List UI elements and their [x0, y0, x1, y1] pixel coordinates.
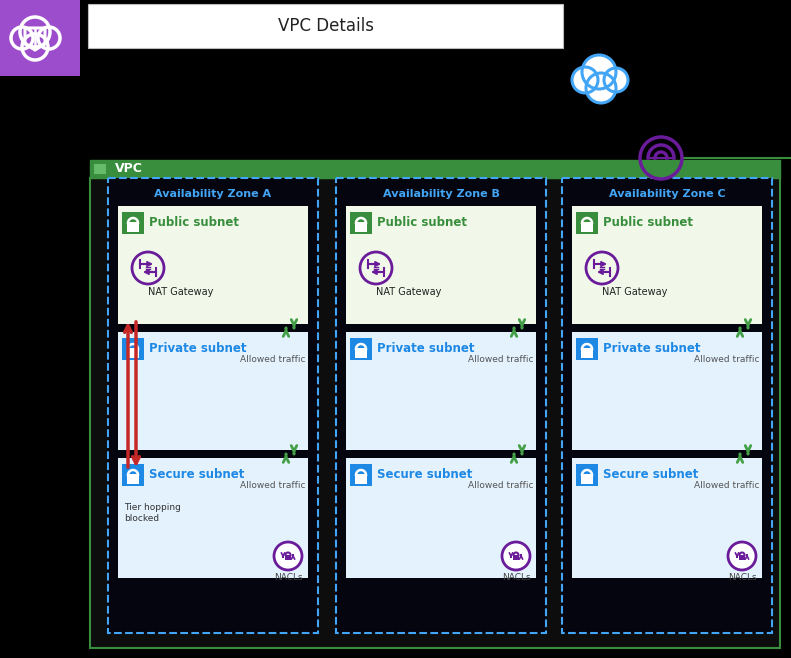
Text: Allowed traffic: Allowed traffic	[694, 355, 759, 365]
Bar	[576, 464, 598, 486]
Text: Private subnet: Private subnet	[149, 343, 247, 355]
Circle shape	[585, 350, 589, 354]
Bar	[122, 212, 144, 234]
Bar	[346, 332, 536, 450]
Bar	[0, 0, 80, 76]
Text: Allowed traffic: Allowed traffic	[240, 355, 305, 365]
Bar	[350, 338, 372, 360]
Text: NACLs: NACLs	[728, 572, 756, 582]
Bar	[513, 555, 519, 560]
Circle shape	[24, 36, 47, 59]
Text: Availability Zone C: Availability Zone C	[609, 189, 725, 199]
Text: Allowed traffic: Allowed traffic	[694, 482, 759, 490]
Text: NAT Gateway: NAT Gateway	[602, 287, 668, 297]
Bar	[576, 212, 598, 234]
Circle shape	[586, 73, 616, 103]
Text: Tier hopping
blocked: Tier hopping blocked	[124, 503, 181, 522]
Circle shape	[131, 350, 135, 354]
Circle shape	[40, 28, 59, 47]
Circle shape	[604, 68, 628, 92]
Bar	[350, 212, 372, 234]
Bar	[118, 458, 308, 578]
Text: Secure subnet: Secure subnet	[149, 468, 244, 482]
Text: NAT Gateway: NAT Gateway	[148, 287, 214, 297]
Circle shape	[131, 476, 135, 480]
Bar	[576, 338, 598, 360]
Bar	[355, 222, 367, 232]
Circle shape	[131, 224, 135, 228]
Bar	[118, 332, 308, 450]
Bar	[127, 222, 139, 232]
Text: VPC Details: VPC Details	[278, 17, 373, 35]
Circle shape	[359, 224, 363, 228]
Text: NACLs: NACLs	[501, 572, 530, 582]
Bar	[346, 206, 536, 324]
Text: VPC: VPC	[115, 163, 143, 176]
Text: Private subnet: Private subnet	[377, 343, 475, 355]
Bar	[90, 178, 780, 648]
Bar	[90, 160, 780, 178]
Circle shape	[585, 476, 589, 480]
Text: Availability Zone B: Availability Zone B	[383, 189, 499, 199]
Text: NAT Gateway: NAT Gateway	[376, 287, 441, 297]
Bar	[739, 555, 745, 560]
Bar	[355, 348, 367, 358]
Bar	[355, 474, 367, 484]
Bar	[572, 206, 762, 324]
Circle shape	[21, 18, 48, 45]
Bar	[94, 164, 106, 174]
Bar	[108, 178, 318, 633]
Bar	[581, 348, 593, 358]
Bar	[285, 555, 291, 560]
Circle shape	[13, 28, 32, 47]
Text: Allowed traffic: Allowed traffic	[467, 482, 533, 490]
Bar	[127, 348, 139, 358]
Bar	[581, 474, 593, 484]
Bar	[572, 458, 762, 578]
Circle shape	[585, 224, 589, 228]
Text: Public subnet: Public subnet	[149, 216, 239, 230]
Text: NACLs: NACLs	[274, 572, 302, 582]
Circle shape	[572, 67, 598, 93]
Bar	[581, 222, 593, 232]
Bar	[122, 464, 144, 486]
Circle shape	[728, 542, 756, 570]
Bar	[346, 458, 536, 578]
Circle shape	[359, 350, 363, 354]
Text: Public subnet: Public subnet	[377, 216, 467, 230]
Bar	[336, 178, 546, 633]
Bar	[572, 332, 762, 450]
Text: Allowed traffic: Allowed traffic	[240, 482, 305, 490]
Bar	[88, 4, 563, 48]
Text: Availability Zone A: Availability Zone A	[154, 189, 271, 199]
Text: Allowed traffic: Allowed traffic	[467, 355, 533, 365]
Text: Secure subnet: Secure subnet	[377, 468, 472, 482]
Circle shape	[274, 542, 302, 570]
Circle shape	[359, 476, 363, 480]
Bar	[127, 474, 139, 484]
Circle shape	[502, 542, 530, 570]
Text: Private subnet: Private subnet	[603, 343, 701, 355]
Bar	[118, 206, 308, 324]
Circle shape	[582, 55, 616, 89]
Text: Secure subnet: Secure subnet	[603, 468, 698, 482]
Bar	[122, 338, 144, 360]
Text: Public subnet: Public subnet	[603, 216, 693, 230]
Bar	[562, 178, 772, 633]
Bar	[350, 464, 372, 486]
